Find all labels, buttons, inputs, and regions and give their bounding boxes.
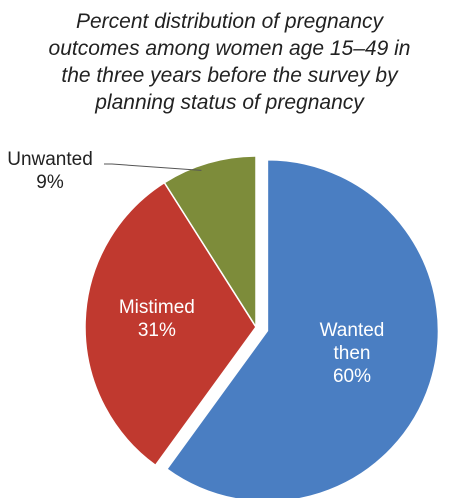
chart-title-line: outcomes among women age 15–49 in xyxy=(48,37,411,60)
slice-value-label: 31% xyxy=(138,320,176,341)
leader-line-unwanted xyxy=(104,163,202,171)
slice-value-label: 9% xyxy=(36,172,64,193)
pie-slice-unwanted xyxy=(163,155,257,330)
pie-slice-mistimed xyxy=(84,181,257,467)
chart-title-line: planning status of pregnancy xyxy=(95,91,364,114)
chart-title-line: Percent distribution of pregnancy xyxy=(75,10,383,33)
slice-category-label: Mistimed xyxy=(119,297,195,318)
slice-value-label: 60% xyxy=(333,366,371,387)
slice-category-label: Unwanted xyxy=(7,149,93,170)
slice-category-label: then xyxy=(333,343,370,364)
chart-title-line: the three years before the survey by xyxy=(61,64,398,87)
slice-category-label: Wanted xyxy=(320,320,385,341)
pie-slice-wanted-then xyxy=(165,158,440,498)
chart-title: Percent distribution of pregnancy outcom… xyxy=(0,8,459,116)
